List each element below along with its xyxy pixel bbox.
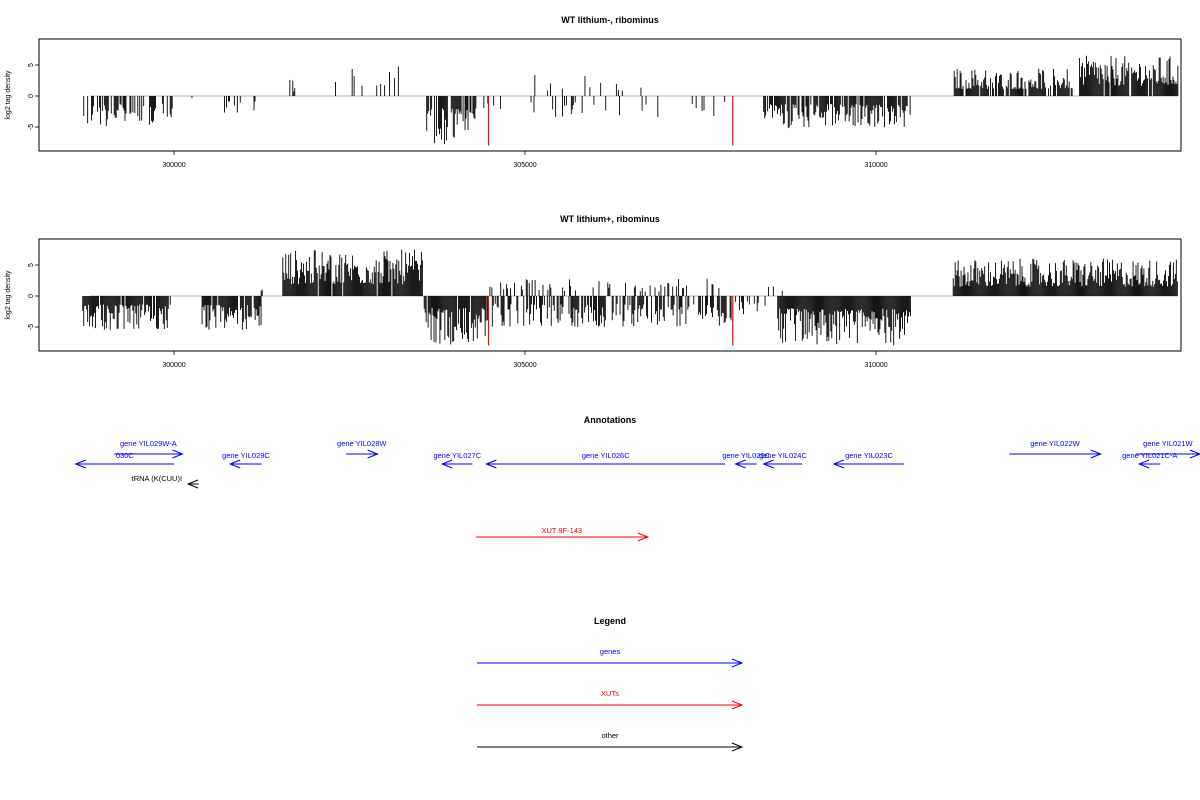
panel-1-density-bars	[83, 55, 1179, 145]
annotations-title: Annotations	[584, 415, 637, 425]
legend-item-label: other	[601, 731, 619, 740]
feature-arrow: gene YIL022W	[1009, 439, 1102, 459]
panel-1-y-axis-label: log2 tag density	[5, 70, 12, 120]
x-tick-label: 300000	[162, 362, 185, 369]
y-tick-label: 5	[28, 63, 35, 67]
feature-arrow: gene YIL029C	[222, 451, 270, 469]
y-tick-label: -5	[28, 324, 35, 330]
panel-2-y-axis-label: log2 tag density	[5, 270, 12, 320]
x-tick-label: 305000	[513, 362, 536, 369]
panel-2-x-axis: 300000 305000 310000	[162, 351, 888, 369]
y-tick-label: 0	[28, 94, 35, 98]
feature-label: gene YIL024C	[759, 451, 807, 460]
feature-arrow: XUT 9F-143	[475, 526, 650, 542]
track-panel-2: WT lithium+, ribominus log2 tag density …	[5, 214, 1182, 369]
panel-1-highlights	[487, 96, 734, 146]
feature-label: gene YIL028W	[337, 439, 387, 448]
feature-arrow: gene YIL021C-A	[1122, 451, 1177, 469]
y-tick-label: 0	[28, 294, 35, 298]
x-tick-label: 310000	[864, 362, 887, 369]
panel-2-density-bars	[82, 249, 1178, 346]
feature-label: 030C	[116, 451, 135, 460]
legend-item-label: XUTs	[601, 689, 619, 698]
feature-label: gene YIL029W-A	[120, 439, 177, 448]
feature-arrow: gene YIL027C	[433, 451, 482, 469]
panel-1-x-axis: 300000 305000 310000	[162, 151, 888, 169]
feature-arrow: gene YIL023C	[832, 451, 905, 469]
feature-arrow: gene YIL028W	[337, 439, 387, 459]
feature-arrow: gene YIL021W	[1135, 439, 1200, 459]
legend-title: Legend	[594, 616, 626, 626]
feature-arrow: gene YIL024C	[759, 451, 807, 469]
panel-2-highlights	[487, 296, 734, 346]
feature-label: gene YIL027C	[433, 451, 481, 460]
legend-item: XUTs	[477, 689, 744, 710]
legend-item-label: genes	[600, 647, 621, 656]
feature-arrow: gene YIL026C	[485, 451, 726, 469]
feature-arrow: 030C	[74, 451, 174, 469]
feature-arrow: gene YIL029W-A	[114, 439, 184, 459]
feature-label: tRNA (K(CUU)I	[132, 474, 182, 483]
x-tick-label: 310000	[864, 162, 887, 169]
panel-1-y-axis: -5 0 5	[28, 63, 39, 130]
feature-label: gene YIL026C	[582, 451, 630, 460]
x-tick-label: 300000	[162, 162, 185, 169]
feature-arrow: gene YIL025C	[722, 451, 771, 469]
legend-panel: Legend genes XUTs other	[477, 616, 744, 752]
panel-2-y-axis: -5 0 5	[28, 263, 39, 330]
legend-items: genes XUTs other	[477, 647, 744, 752]
panel-1-plot-box	[38, 38, 1182, 152]
y-tick-label: 5	[28, 263, 35, 267]
panel-2-title: WT lithium+, ribominus	[560, 214, 660, 224]
panel-2-plot-box	[38, 238, 1182, 352]
feature-label: gene YIL021C-A	[1122, 451, 1177, 460]
x-tick-label: 305000	[513, 162, 536, 169]
feature-arrow: tRNA (K(CUU)I	[132, 474, 199, 489]
y-tick-label: -5	[28, 124, 35, 130]
annotations-panel: Annotations 030C gene YIL029W-A gene YIL02…	[74, 415, 1200, 542]
annotation-features: 030C gene YIL029W-A gene YIL029C gene YIL02…	[74, 439, 1200, 542]
feature-label: XUT 9F-143	[541, 526, 582, 535]
legend-item: genes	[477, 647, 744, 668]
feature-label: gene YIL022W	[1030, 439, 1080, 448]
feature-label: gene YIL023C	[845, 451, 893, 460]
feature-label: gene YIL021W	[1143, 439, 1193, 448]
legend-item: other	[477, 731, 744, 752]
panel-1-title: WT lithium-, ribominus	[561, 15, 659, 25]
feature-label: gene YIL025C	[722, 451, 770, 460]
feature-label: gene YIL029C	[222, 451, 270, 460]
track-panel-1: WT lithium-, ribominus log2 tag density …	[5, 15, 1182, 169]
